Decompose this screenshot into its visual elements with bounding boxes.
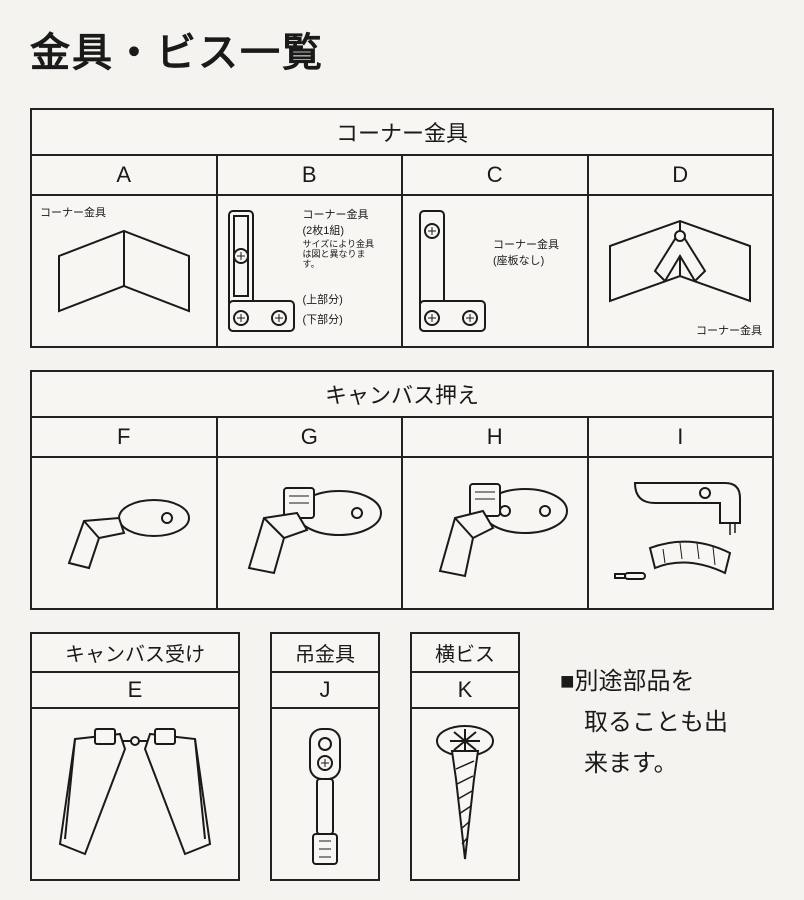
cell-b: B コーナー金具 (2枚1組): [218, 156, 404, 346]
section-canvas-press: キャンバス押え F G: [30, 370, 774, 610]
icon-press-i: [605, 473, 755, 593]
cell-letter-d: D: [589, 156, 773, 196]
mini-k: 横ビス K: [410, 632, 520, 881]
cell-i: I: [589, 418, 773, 608]
icon-corner-b: [224, 206, 304, 336]
page-title: 金具・ビス一覧: [30, 20, 774, 78]
label-b: コーナー金具: [303, 206, 369, 222]
cell-c: C コーナー金具 (座板なし): [403, 156, 589, 346]
mini-header-e: キャンバス受け: [32, 634, 238, 673]
mini-header-j: 吊金具: [272, 634, 378, 673]
cell-letter-h: H: [403, 418, 587, 458]
mini-letter-k: K: [412, 673, 518, 709]
cell-h: H: [403, 418, 589, 608]
cell-d: D コーナー金具: [589, 156, 773, 346]
icon-corner-a: [49, 216, 199, 326]
icon-press-f: [49, 483, 199, 583]
mini-j: 吊金具 J: [270, 632, 380, 881]
cell-letter-c: C: [403, 156, 587, 196]
bottom-row: キャンバス受け E 吊金具 J: [30, 632, 774, 881]
icon-canvas-rec-e: [50, 719, 220, 869]
section-header-press: キャンバス押え: [32, 372, 772, 418]
label-b-sub1: (2枚1組): [303, 222, 345, 238]
cell-letter-a: A: [32, 156, 216, 196]
label-a: コーナー金具: [40, 204, 106, 220]
cell-letter-b: B: [218, 156, 402, 196]
mini-letter-e: E: [32, 673, 238, 709]
cell-letter-g: G: [218, 418, 402, 458]
section-corner: コーナー金具 A コーナー金具 B: [30, 108, 774, 348]
footnote: ■別途部品を 取ることも出 来ます。: [560, 662, 728, 784]
mini-letter-j: J: [272, 673, 378, 709]
icon-hanger-j: [295, 719, 355, 869]
icon-corner-c: [415, 206, 495, 336]
section-header-corner: コーナー金具: [32, 110, 772, 156]
label-b-sub3: (上部分): [303, 291, 343, 307]
cell-letter-i: I: [589, 418, 773, 458]
label-c: コーナー金具: [493, 236, 559, 252]
icon-press-h: [415, 476, 575, 591]
cell-letter-f: F: [32, 418, 216, 458]
icon-screw-k: [430, 719, 500, 869]
icon-corner-d: [600, 211, 760, 331]
cell-f: F: [32, 418, 218, 608]
cell-a: A コーナー金具: [32, 156, 218, 346]
label-c-sub1: (座板なし): [493, 252, 544, 268]
label-b-sub4: (下部分): [303, 311, 343, 327]
label-d: コーナー金具: [696, 322, 762, 338]
mini-header-k: 横ビス: [412, 634, 518, 673]
mini-e: キャンバス受け E: [30, 632, 240, 881]
cell-g: G: [218, 418, 404, 608]
label-b-sub2: サイズにより金具は図と異なります。: [303, 240, 383, 270]
icon-press-g: [229, 478, 389, 588]
